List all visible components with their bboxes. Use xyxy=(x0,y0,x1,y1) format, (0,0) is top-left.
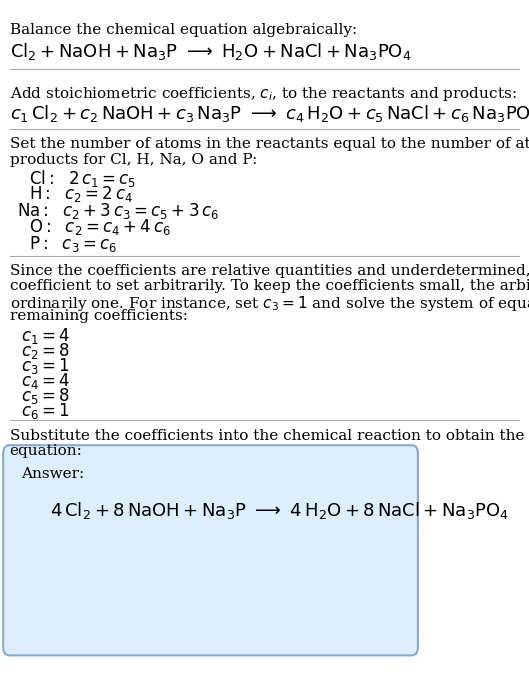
Text: $c_6 = 1$: $c_6 = 1$ xyxy=(21,401,70,421)
Text: Since the coefficients are relative quantities and underdetermined, choose a: Since the coefficients are relative quan… xyxy=(10,264,529,278)
Text: ordinarily one. For instance, set $c_3 = 1$ and solve the system of equations fo: ordinarily one. For instance, set $c_3 =… xyxy=(10,294,529,313)
Text: $c_1\,\mathrm{Cl_2} + c_2\,\mathrm{NaOH} + c_3\,\mathrm{Na_3P} \ \longrightarrow: $c_1\,\mathrm{Cl_2} + c_2\,\mathrm{NaOH}… xyxy=(10,103,529,124)
Text: $c_2 = 8$: $c_2 = 8$ xyxy=(21,341,70,361)
Text: $\mathrm{Cl:}\ \ 2\,c_1 = c_5$: $\mathrm{Cl:}\ \ 2\,c_1 = c_5$ xyxy=(29,168,136,189)
Text: $\mathrm{Na:}\ \ c_2 + 3\,c_3 = c_5 + 3\,c_6$: $\mathrm{Na:}\ \ c_2 + 3\,c_3 = c_5 + 3\… xyxy=(17,201,219,221)
Text: coefficient to set arbitrarily. To keep the coefficients small, the arbitrary va: coefficient to set arbitrarily. To keep … xyxy=(10,279,529,293)
Text: products for Cl, H, Na, O and P:: products for Cl, H, Na, O and P: xyxy=(10,153,257,166)
Text: equation:: equation: xyxy=(10,444,83,458)
Text: Answer:: Answer: xyxy=(21,467,85,481)
Text: $\mathrm{P:}\ \ c_3 = c_6$: $\mathrm{P:}\ \ c_3 = c_6$ xyxy=(29,234,117,254)
Text: $c_5 = 8$: $c_5 = 8$ xyxy=(21,386,70,406)
Text: $c_3 = 1$: $c_3 = 1$ xyxy=(21,356,70,376)
Text: $\mathrm{O:}\ \ c_2 = c_4 + 4\,c_6$: $\mathrm{O:}\ \ c_2 = c_4 + 4\,c_6$ xyxy=(29,217,171,237)
Text: $c_4 = 4$: $c_4 = 4$ xyxy=(21,371,70,391)
Text: $c_1 = 4$: $c_1 = 4$ xyxy=(21,326,70,346)
Text: Substitute the coefficients into the chemical reaction to obtain the balanced: Substitute the coefficients into the che… xyxy=(10,429,529,442)
Text: $4\,\mathrm{Cl_2} + 8\,\mathrm{NaOH} + \mathrm{Na_3P} \ \longrightarrow \ 4\,\ma: $4\,\mathrm{Cl_2} + 8\,\mathrm{NaOH} + \… xyxy=(50,500,509,521)
Text: remaining coefficients:: remaining coefficients: xyxy=(10,309,187,323)
Text: $\mathrm{H:}\ \ c_2 = 2\,c_4$: $\mathrm{H:}\ \ c_2 = 2\,c_4$ xyxy=(29,184,133,204)
Text: $\mathrm{Cl_2 + NaOH + Na_3P \ \longrightarrow \ H_2O + NaCl + Na_3PO_4}$: $\mathrm{Cl_2 + NaOH + Na_3P \ \longrigh… xyxy=(10,41,411,63)
Text: Add stoichiometric coefficients, $c_i$, to the reactants and products:: Add stoichiometric coefficients, $c_i$, … xyxy=(10,85,516,102)
Text: Set the number of atoms in the reactants equal to the number of atoms in the: Set the number of atoms in the reactants… xyxy=(10,137,529,151)
FancyBboxPatch shape xyxy=(3,445,418,655)
Text: Balance the chemical equation algebraically:: Balance the chemical equation algebraica… xyxy=(10,23,357,37)
